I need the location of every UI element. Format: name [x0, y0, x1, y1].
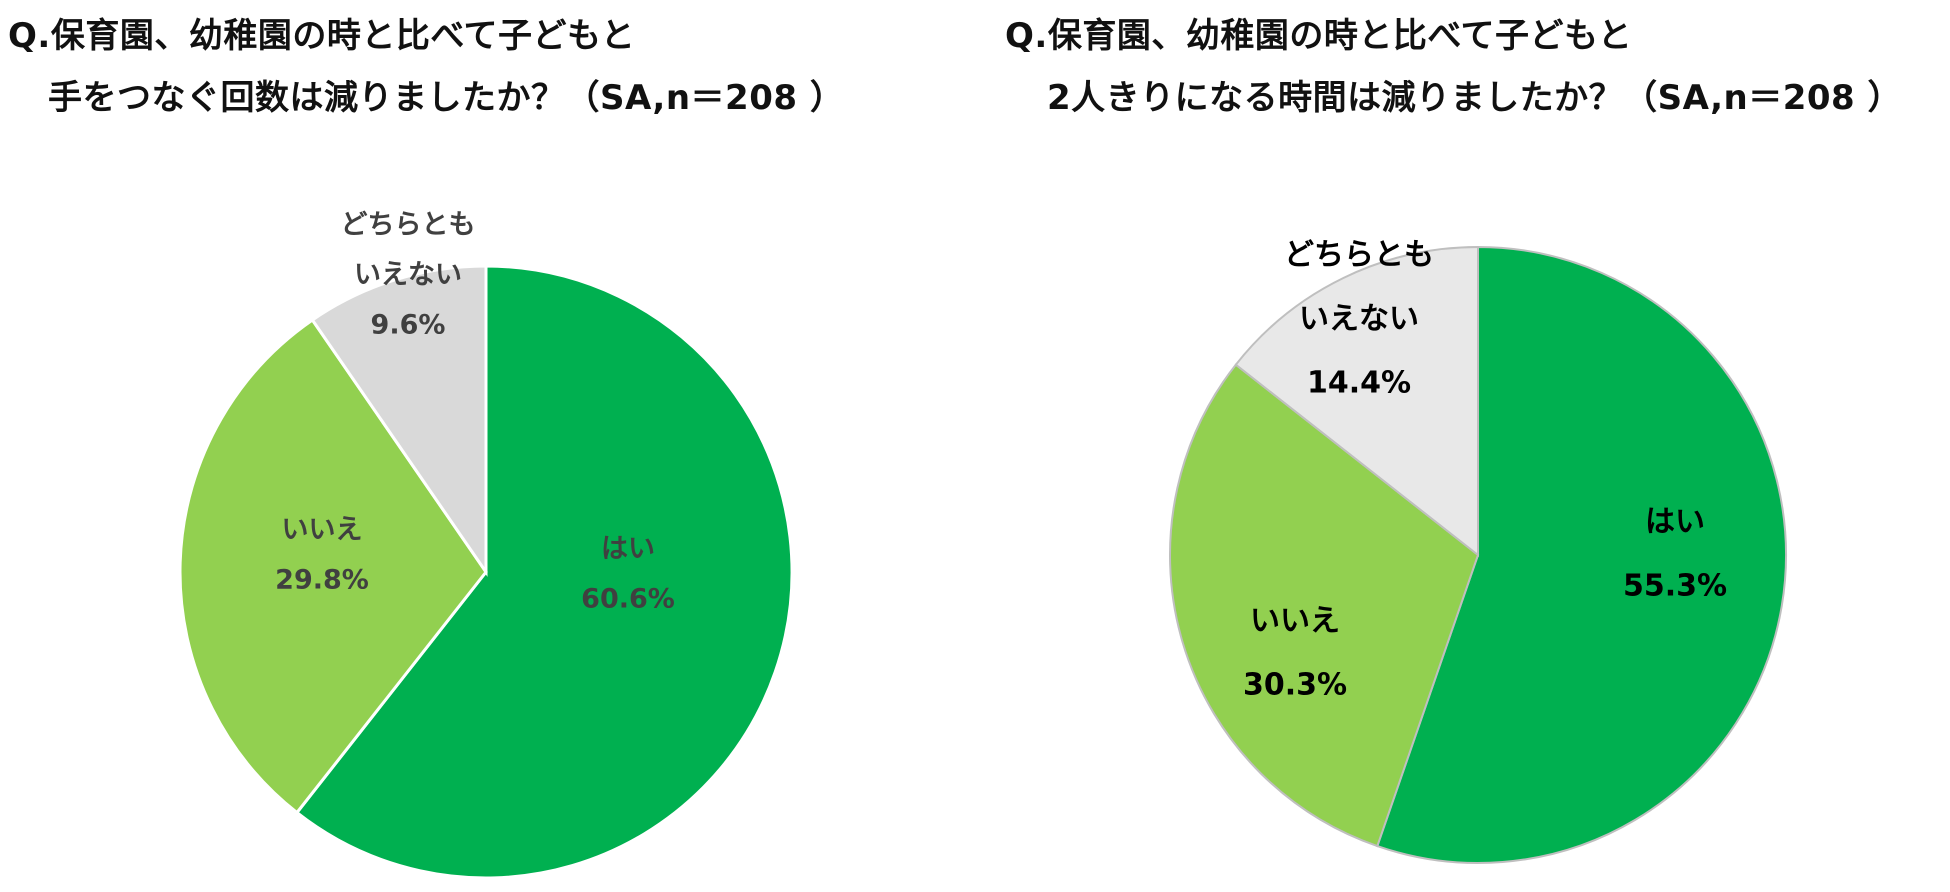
slice-value-label: 30.3%	[1243, 668, 1347, 703]
chart-title-line-2: 手をつなぐ回数は減りましたか？（SA,n＝208 ）	[48, 78, 845, 118]
slice-category-label: どちらとも	[1284, 238, 1434, 273]
chart-title-line-1: Q.保育園、幼稚園の時と比べて子どもと	[1005, 16, 1633, 56]
pie-slice	[178, 317, 488, 815]
slice-category-label: どちらとも	[341, 210, 476, 241]
slice-category-label: はい	[601, 534, 655, 565]
pie-slice	[1234, 245, 1479, 558]
slice-category-label: はい	[1645, 505, 1705, 540]
pie-slice	[294, 264, 794, 880]
slice-category-label: いいえ	[282, 515, 363, 546]
chart-panel-hand-holding: Q.保育園、幼稚園の時と比べて子どもと 手をつなぐ回数は減りましたか？（SA,n…	[8, 16, 845, 880]
slice-value-label: 9.6%	[371, 310, 446, 341]
pie-slice	[1376, 245, 1787, 864]
slice-category-label: いえない	[354, 260, 462, 291]
chart-title-line-1: Q.保育園、幼稚園の時と比べて子どもと	[8, 16, 636, 56]
slice-value-label: 60.6%	[581, 584, 675, 615]
slice-value-label: 29.8%	[275, 565, 369, 596]
pie-slice	[310, 264, 488, 577]
chart-title-line-2: 2人きりになる時間は減りましたか？（SA,n＝208 ）	[1047, 78, 1903, 118]
slice-value-label: 14.4%	[1307, 366, 1411, 401]
pie-slice	[1169, 363, 1480, 848]
slice-category-label: いえない	[1299, 302, 1419, 337]
slice-category-label: いいえ	[1250, 604, 1340, 639]
chart-panel-time-alone: Q.保育園、幼稚園の時と比べて子どもと 2人きりになる時間は減りましたか？（SA…	[975, 0, 1950, 892]
slice-value-label: 55.3%	[1623, 569, 1727, 604]
